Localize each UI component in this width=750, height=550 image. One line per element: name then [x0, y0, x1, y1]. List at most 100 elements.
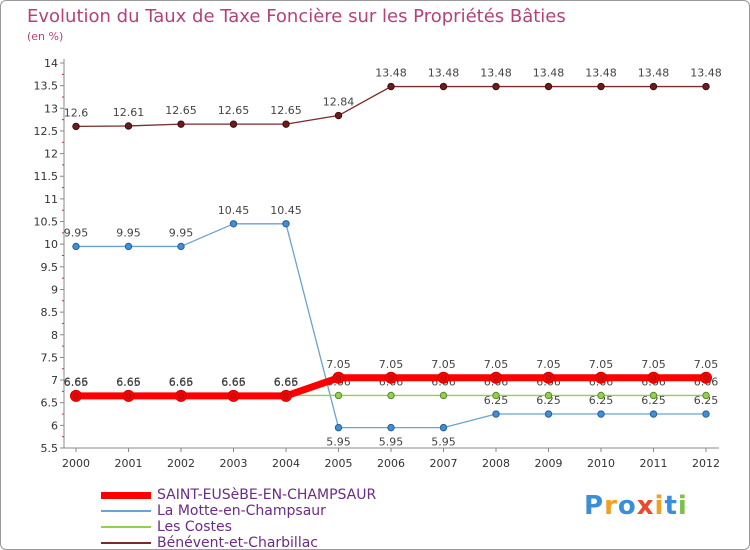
legend-swatch	[101, 487, 151, 503]
x-tick-label: 2000	[62, 457, 90, 470]
data-point	[702, 391, 710, 400]
data-label: 13.48	[480, 67, 512, 80]
x-tick-label: 2001	[115, 457, 143, 470]
data-label: 5.95	[379, 436, 404, 449]
logo-letter: x	[636, 491, 655, 521]
data-label: 6.66	[64, 375, 89, 388]
data-point-core	[125, 393, 132, 399]
data-label: 7.05	[536, 358, 561, 371]
y-tick-label: 8.5	[41, 306, 59, 319]
x-tick-label: 2011	[640, 457, 668, 470]
data-point	[177, 120, 185, 128]
chart-title: Evolution du Taux de Taxe Foncière sur l…	[27, 6, 566, 27]
legend-swatch	[101, 519, 151, 535]
data-point	[72, 122, 80, 131]
data-point	[124, 242, 133, 251]
y-tick-label: 7.5	[41, 351, 59, 364]
data-point	[439, 82, 448, 91]
data-point-core	[73, 393, 79, 399]
x-tick-label: 2003	[220, 457, 248, 470]
data-label: 12.61	[113, 106, 145, 119]
data-label: 12.65	[270, 104, 302, 117]
data-label: 12.84	[323, 96, 355, 109]
data-point-core	[283, 393, 289, 399]
data-point	[387, 391, 395, 400]
y-tick-label: 6	[51, 419, 58, 432]
legend-label: Les Costes	[157, 519, 232, 535]
logo-letter: i	[677, 491, 688, 521]
y-tick-label: 10.5	[34, 216, 59, 229]
data-label: 9.95	[64, 226, 89, 239]
data-label: 6.65	[221, 376, 246, 389]
data-point-core	[703, 375, 709, 381]
data-label: 6.66	[274, 375, 299, 388]
data-label: 6.66	[116, 375, 141, 388]
logo-letter: t	[664, 491, 678, 521]
logo-letter: i	[654, 491, 665, 521]
x-tick-label: 2007	[430, 457, 458, 470]
data-label: 7.05	[484, 358, 509, 371]
data-point	[334, 111, 343, 120]
data-point-core	[545, 375, 552, 381]
data-point	[492, 410, 500, 418]
data-label: 5.95	[326, 436, 351, 449]
data-point	[597, 410, 605, 418]
data-point	[229, 120, 238, 128]
data-point	[282, 120, 290, 128]
data-point	[387, 423, 395, 432]
data-point	[702, 410, 710, 418]
line-chart: 5.5 6 6.5 7 7.5 8 8.5 9 9.5 10 10.5 11 11.5 12 12.5 13 1…	[34, 57, 722, 470]
data-label: 13.48	[428, 67, 460, 80]
data-label: 5.95	[431, 436, 456, 449]
data-label: 7.05	[326, 358, 351, 371]
y-tick-label: 9	[51, 283, 58, 296]
data-point	[282, 220, 290, 228]
y-tick-label: 12.5	[34, 125, 59, 138]
data-point	[72, 242, 80, 251]
y-tick-label: 8	[51, 329, 58, 342]
data-label: 7.05	[694, 358, 719, 371]
legend-swatch	[101, 535, 151, 549]
data-label: 6.65	[169, 376, 194, 389]
data-label: 13.48	[638, 67, 670, 80]
data-point	[544, 410, 553, 418]
y-tick-label: 9.5	[41, 261, 59, 274]
data-point-core	[598, 375, 604, 381]
data-label: 7.05	[379, 358, 404, 371]
data-point-core	[493, 375, 499, 381]
logo-letter: P	[584, 491, 605, 521]
data-point-core	[388, 375, 394, 381]
data-point-core	[650, 375, 657, 381]
data-point	[492, 82, 500, 91]
x-tick-label: 2010	[587, 457, 615, 470]
data-point	[387, 82, 395, 91]
y-tick-label: 7	[51, 374, 58, 387]
legend-swatch	[101, 503, 151, 519]
legend-label: La Motte-en-Champsaur	[157, 503, 326, 519]
legend-label: SAINT-EUSèBE-EN-CHAMPSAUR	[157, 487, 377, 503]
data-label: 13.48	[585, 67, 617, 80]
data-label: 6.25	[536, 394, 561, 407]
y-tick-label: 11.5	[34, 170, 59, 183]
data-label: 6.25	[589, 394, 614, 407]
data-point	[439, 423, 448, 432]
data-label: 7.05	[431, 358, 456, 371]
chart-unit: (en %)	[27, 30, 64, 43]
data-label: 6.66	[221, 375, 246, 388]
legend-label: Bénévent-et-Charbillac	[157, 535, 318, 550]
y-tick-label: 10	[44, 238, 58, 251]
data-point	[702, 82, 710, 91]
data-label: 13.48	[533, 67, 565, 80]
data-label: 6.65	[274, 376, 299, 389]
data-label: 7.05	[641, 358, 666, 371]
data-point-core	[440, 375, 447, 381]
y-tick-label: 5.5	[41, 442, 59, 455]
data-label: 12.65	[165, 104, 197, 117]
x-tick-label: 2002	[167, 457, 195, 470]
y-tick-label: 13	[44, 102, 58, 115]
data-label: 13.48	[690, 67, 722, 80]
y-tick-label: 12	[44, 148, 58, 161]
data-point-core	[335, 375, 342, 381]
data-label: 9.95	[169, 226, 194, 239]
